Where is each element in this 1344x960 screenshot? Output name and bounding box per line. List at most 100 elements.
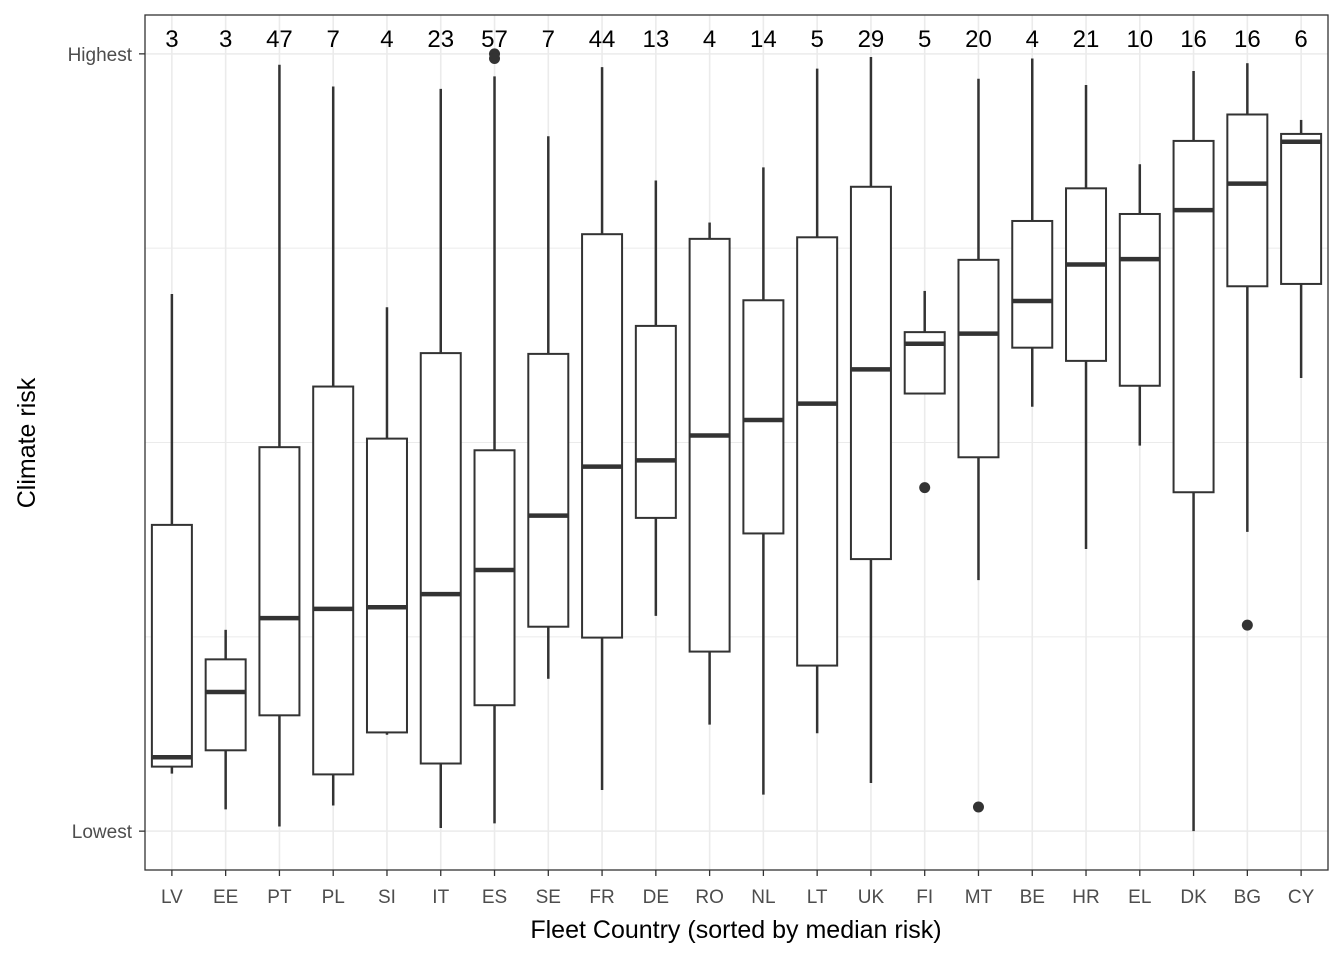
box-HR <box>1065 84 1108 549</box>
y-axis: Lowest Highest <box>68 45 145 843</box>
box-iqr <box>365 437 408 734</box>
count-label: 6 <box>1294 26 1307 53</box>
box-ES <box>473 48 516 824</box>
y-tick-label: Lowest <box>72 822 133 843</box>
count-label: 23 <box>427 26 454 53</box>
box-RO <box>688 222 731 725</box>
x-axis-title: Fleet Country (sorted by median risk) <box>530 916 941 944</box>
x-tick-label: DK <box>1180 887 1207 908</box>
x-tick-label: PL <box>322 887 345 908</box>
box-iqr <box>634 324 677 519</box>
count-label: 21 <box>1073 26 1100 53</box>
box-iqr <box>1011 219 1054 349</box>
box-iqr <box>1280 132 1323 285</box>
x-tick-label: LT <box>807 887 828 908</box>
box-iqr <box>849 185 892 561</box>
box-iqr <box>581 233 624 639</box>
count-label: 3 <box>165 26 178 53</box>
box-iqr <box>258 446 301 717</box>
x-tick-label: SE <box>536 887 561 908</box>
count-label: 29 <box>858 26 885 53</box>
outlier-point <box>919 482 931 494</box>
box-EL <box>1118 164 1161 446</box>
outlier-point <box>972 801 984 813</box>
x-tick-label: HR <box>1072 887 1099 908</box>
count-label: 7 <box>327 26 340 53</box>
x-tick-label: CY <box>1288 887 1315 908</box>
box-BE <box>1011 58 1054 407</box>
box-PT <box>258 64 301 827</box>
count-label: 5 <box>918 26 931 53</box>
box-EE <box>204 629 247 810</box>
x-tick-label: EE <box>213 887 238 908</box>
box-iqr <box>1226 113 1269 288</box>
count-label: 3 <box>219 26 232 53</box>
y-tick-label: Highest <box>68 45 133 66</box>
box-iqr <box>796 236 839 667</box>
count-label: 10 <box>1126 26 1153 53</box>
outlier-point <box>489 53 501 65</box>
box-MT <box>957 78 1000 813</box>
x-axis: LV EE PT PL SI IT ES SE FR DE RO NL LT UK FI MT BE HR EL DK… <box>161 870 1315 908</box>
count-label: 4 <box>703 26 716 53</box>
x-tick-label: DE <box>643 887 669 908</box>
box-LT <box>796 68 839 734</box>
x-tick-label: MT <box>965 887 993 908</box>
x-tick-label: BG <box>1234 887 1261 908</box>
count-label: 4 <box>1026 26 1039 53</box>
count-label: 57 <box>481 26 508 53</box>
x-tick-label: RO <box>695 887 724 908</box>
count-label: 5 <box>810 26 823 53</box>
box-IT <box>419 88 462 829</box>
box-iqr <box>312 385 355 776</box>
box-iqr <box>1065 187 1108 362</box>
count-label: 7 <box>542 26 555 53</box>
x-tick-label: FI <box>916 887 933 908</box>
x-tick-label: ES <box>482 887 507 908</box>
box-BG <box>1226 63 1269 631</box>
count-label: 14 <box>750 26 777 53</box>
box-SI <box>365 307 408 735</box>
box-iqr <box>957 258 1000 459</box>
x-tick-label: UK <box>858 887 885 908</box>
box-iqr <box>688 237 731 653</box>
box-iqr <box>150 523 193 768</box>
box-LV <box>150 294 193 774</box>
x-tick-label: LV <box>161 887 183 908</box>
count-labels: 3 3 47 7 4 23 57 7 44 13 4 14 5 29 5 20 4 21 10 16 16 6 <box>165 26 1308 53</box>
box-iqr <box>1118 212 1161 387</box>
x-tick-label: PT <box>267 887 292 908</box>
box-iqr <box>419 352 462 765</box>
box-iqr <box>742 299 785 535</box>
box-DE <box>634 180 677 616</box>
x-tick-label: FR <box>589 887 614 908</box>
box-FI <box>903 290 946 494</box>
x-tick-label: SI <box>378 887 396 908</box>
box-DK <box>1172 70 1215 832</box>
box-iqr <box>204 658 247 752</box>
count-label: 4 <box>380 26 393 53</box>
box-NL <box>742 167 785 795</box>
count-label: 16 <box>1180 26 1207 53</box>
count-label: 20 <box>965 26 992 53</box>
x-tick-label: IT <box>432 887 449 908</box>
count-label: 16 <box>1234 26 1261 53</box>
box-iqr <box>473 449 516 707</box>
box-UK <box>849 56 892 783</box>
boxes <box>150 48 1323 832</box>
box-SE <box>527 136 570 679</box>
box-iqr <box>1172 139 1215 494</box>
box-PL <box>312 86 355 806</box>
count-label: 47 <box>266 26 293 53</box>
y-axis-title: Climate risk <box>13 377 41 508</box>
panel-border <box>144 14 1329 871</box>
count-label: 13 <box>642 26 669 53</box>
count-label: 44 <box>589 26 616 53</box>
x-tick-label: NL <box>751 887 775 908</box>
x-tick-label: EL <box>1128 887 1151 908</box>
x-tick-label: BE <box>1020 887 1045 908</box>
box-iqr <box>527 352 570 628</box>
box-CY <box>1280 119 1323 378</box>
outlier-point <box>1241 619 1253 631</box>
